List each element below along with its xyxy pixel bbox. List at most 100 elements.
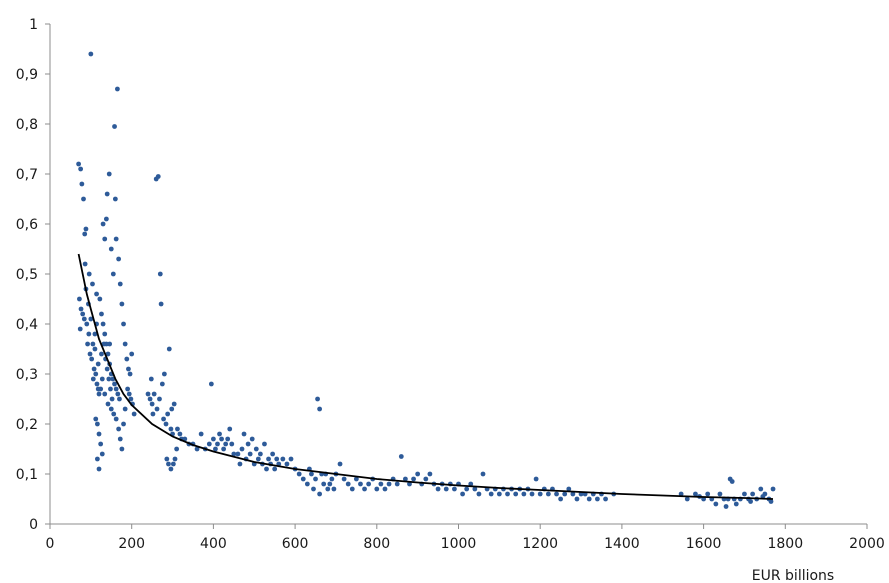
trend-line <box>77 253 774 500</box>
data-point <box>198 431 204 437</box>
data-point <box>311 486 316 492</box>
data-point <box>86 331 92 337</box>
data-point <box>206 441 212 447</box>
y-tick-label: 0,9 <box>16 67 38 83</box>
data-point <box>102 391 108 397</box>
x-axis-label: EUR billions <box>752 568 834 583</box>
data-point <box>574 496 580 502</box>
data-point <box>148 376 154 382</box>
data-point <box>394 481 400 487</box>
data-point <box>272 466 278 472</box>
data-point <box>325 486 331 492</box>
data-point <box>382 486 388 492</box>
data-point <box>321 481 327 487</box>
data-point <box>349 486 355 492</box>
data-point <box>476 491 482 497</box>
data-point <box>296 471 302 477</box>
data-point <box>77 326 83 332</box>
data-point <box>255 456 261 462</box>
data-point <box>770 486 776 492</box>
data-point <box>93 371 99 377</box>
data-point <box>378 481 384 487</box>
data-point <box>468 481 474 487</box>
data-point <box>90 341 96 347</box>
data-point <box>374 486 380 492</box>
x-tick-label: 800 <box>363 536 390 552</box>
data-point <box>90 376 96 382</box>
data-point <box>402 476 408 482</box>
y-axis: 0 0,1 0,2 0,3 0,4 0,5 0,6 0,7 0,8 0,9 1 <box>16 17 50 533</box>
data-point <box>112 196 118 202</box>
data-point <box>213 446 218 452</box>
data-point <box>386 481 392 487</box>
data-point <box>742 491 747 497</box>
data-point <box>103 216 109 222</box>
data-point <box>108 386 113 392</box>
data-point <box>108 406 114 412</box>
data-point <box>102 331 108 337</box>
data-point <box>90 281 95 287</box>
data-point <box>115 391 121 397</box>
data-point <box>161 416 166 422</box>
data-point <box>81 316 87 322</box>
data-point <box>149 401 155 407</box>
data-point <box>94 456 100 462</box>
data-point <box>733 501 739 507</box>
data-point <box>92 346 98 352</box>
data-point <box>113 416 119 422</box>
data-point <box>225 436 231 442</box>
data-point <box>78 306 84 312</box>
data-point <box>121 321 126 327</box>
data-point <box>693 491 698 497</box>
data-point <box>116 426 122 432</box>
data-point <box>98 441 104 447</box>
x-tick-label: 600 <box>282 536 309 552</box>
data-point <box>101 341 107 347</box>
data-point <box>168 426 174 432</box>
data-point <box>155 174 161 179</box>
data-point <box>100 321 106 327</box>
data-point <box>239 446 245 452</box>
x-tick-label: 1200 <box>522 536 558 552</box>
data-point <box>331 486 337 492</box>
data-point <box>411 476 416 482</box>
data-point <box>165 411 171 417</box>
data-point <box>758 486 764 492</box>
data-point <box>317 406 323 412</box>
data-point <box>423 476 429 482</box>
data-point <box>284 461 290 467</box>
data-point <box>435 486 441 492</box>
data-point <box>341 476 347 482</box>
data-point <box>513 491 519 497</box>
data-point <box>121 421 126 427</box>
data-point <box>95 361 101 367</box>
data-point <box>443 486 449 492</box>
data-point <box>554 491 559 497</box>
data-point <box>678 491 684 497</box>
x-tick-label: 1800 <box>767 536 803 552</box>
data-point <box>128 396 134 402</box>
data-point <box>717 491 723 497</box>
data-point <box>229 441 235 447</box>
data-point <box>533 476 539 482</box>
y-tick-label: 0,5 <box>16 267 38 283</box>
data-point <box>211 436 216 442</box>
x-axis: 0 200 400 600 800 1000 1200 1400 1600 1800 2000 <box>46 524 885 552</box>
data-point <box>247 451 253 457</box>
data-point <box>237 461 243 467</box>
data-point <box>117 396 122 402</box>
data-point <box>111 411 117 417</box>
data-point <box>78 166 84 172</box>
data-point <box>760 494 766 499</box>
data-point <box>362 486 367 492</box>
data-point <box>94 291 99 297</box>
data-point <box>280 456 286 462</box>
data-point <box>309 471 314 477</box>
data-point <box>131 411 137 417</box>
data-point <box>166 461 171 467</box>
x-tick-label: 1600 <box>686 536 722 552</box>
y-tick-label: 0,4 <box>16 317 38 333</box>
data-point <box>117 436 123 442</box>
data-point <box>124 356 130 362</box>
data-point <box>81 196 86 202</box>
